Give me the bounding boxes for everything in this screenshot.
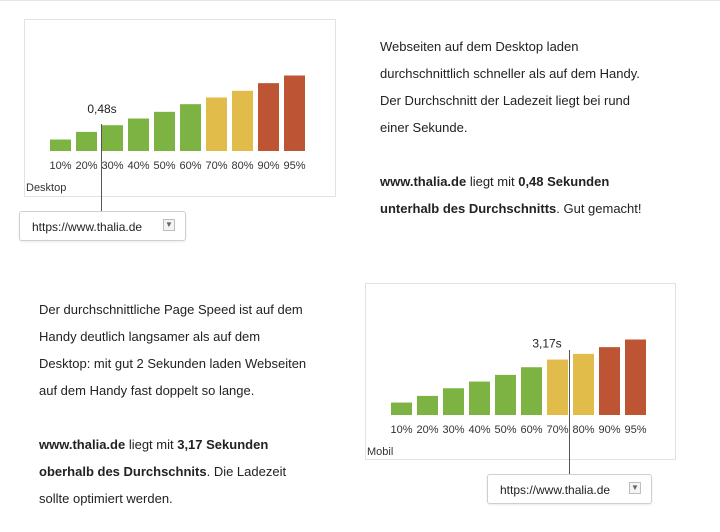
chart-bar [443,388,464,415]
chart-bar [469,381,490,415]
mobile-marker-line [569,350,570,475]
x-tick-label: 95% [283,160,305,172]
mobile-text-line: Desktop: mit gut 2 Sekunden laden Websei… [39,356,307,371]
x-tick-label: 50% [153,160,175,172]
chart-bar [258,83,279,151]
x-tick-label: 80% [572,424,594,436]
desktop-text-line: einer Sekunde. [380,120,468,135]
chart-bar [625,339,646,415]
desktop-text-line: Webseiten auf dem Desktop laden [380,39,579,54]
desktop-time-value: 0,48 Sekunden [518,174,610,189]
x-tick-label: 50% [494,424,516,436]
x-tick-label: 40% [127,160,149,172]
x-tick-label: 30% [442,424,464,436]
mobile-text-line: Handy deutlich langsamer als auf dem [39,329,261,344]
desktop-bar-chart: 10% 20% 30% 40% 50% 60% 70% 80% 90% 95% 0,48s [49,75,306,172]
mobile-result-line-2: oberhalb des Durchschnits. Die Ladezeit [39,464,287,479]
x-tick-label: 90% [598,424,620,436]
chart-bar [417,395,438,415]
chart-bar [232,90,253,151]
x-tick-label: 40% [468,424,490,436]
chart-bar [573,353,594,415]
x-tick-label: 10% [390,424,412,436]
x-tick-label: 60% [520,424,542,436]
desktop-device-label: Desktop [26,182,67,194]
mobile-result-line-3: sollte optimiert werden. [39,491,173,506]
x-tick-label: 70% [205,160,227,172]
x-tick-label: 20% [75,160,97,172]
chart-bar [521,367,542,415]
x-tick-label: 90% [257,160,279,172]
x-tick-label: 80% [231,160,253,172]
mobile-bar-chart: 10% 20% 30% 40% 50% 60% 70% 80% 90% 95% 3,17s [390,337,646,436]
mobile-time-value: 3,17 Sekunden [177,437,269,452]
mobile-text-line: Der durchschnittliche Page Speed ist auf… [39,302,303,317]
chart-bar [154,111,175,151]
x-tick-label: 30% [101,160,123,172]
desktop-url-select[interactable]: https://www.thalia.de ▼ [19,211,186,241]
mobile-chart: 10% 20% 30% 40% 50% 60% 70% 80% 90% 95% 3,17s Mobi… [365,283,676,460]
x-tick-label: 10% [49,160,71,172]
chart-bar [102,125,123,151]
mobile-result-line-1: www.thalia.de liegt mit 3,17 Sekunden [39,437,269,452]
desktop-text-line: Der Durchschnitt der Ladezeit liegt bei … [380,93,631,108]
x-tick-label: 95% [624,424,646,436]
chart-bar [284,75,305,151]
mobile-url-select-value: https://www.thalia.de [500,483,611,497]
desktop-marker-line [101,124,102,212]
desktop-result-line-2: unterhalb des Durchschnitts. Gut gemacht… [380,201,642,216]
site-name: www.thalia.de [39,437,126,452]
desktop-chart: 10% 20% 30% 40% 50% 60% 70% 80% 90% 95% 0,48s Desk… [24,19,336,197]
chevron-down-icon[interactable]: ▼ [629,482,641,494]
mobile-description: Der durchschnittliche Page Speed ist auf… [39,296,349,512]
chart-bar [547,359,568,415]
marker-value-label: 3,17s [532,337,561,351]
mobile-url-select[interactable]: https://www.thalia.de ▼ [487,474,652,504]
chart-bar [599,347,620,415]
mobile-device-label: Mobil [367,446,394,458]
x-tick-label: 70% [546,424,568,436]
top-divider [0,0,720,1]
x-tick-label: 60% [179,160,201,172]
chart-bar [76,131,97,151]
marker-value-label: 0,48s [87,102,116,116]
chart-bar [180,104,201,151]
x-tick-label: 20% [416,424,438,436]
chart-bar [495,374,516,415]
desktop-text-line: durchschnittlich schneller als auf dem H… [380,66,640,81]
mobile-text-line: auf dem Handy fast doppelt so lange. [39,383,255,398]
chevron-down-icon[interactable]: ▼ [163,219,175,231]
site-name: www.thalia.de [380,174,467,189]
chart-bar [50,139,71,151]
chart-bar [128,118,149,151]
desktop-url-select-value: https://www.thalia.de [32,220,143,234]
desktop-description: Webseiten auf dem Desktop laden durchsch… [380,33,710,222]
desktop-result-line-1: www.thalia.de liegt mit 0,48 Sekunden [380,174,610,189]
chart-bar [391,402,412,415]
chart-bar [206,97,227,151]
